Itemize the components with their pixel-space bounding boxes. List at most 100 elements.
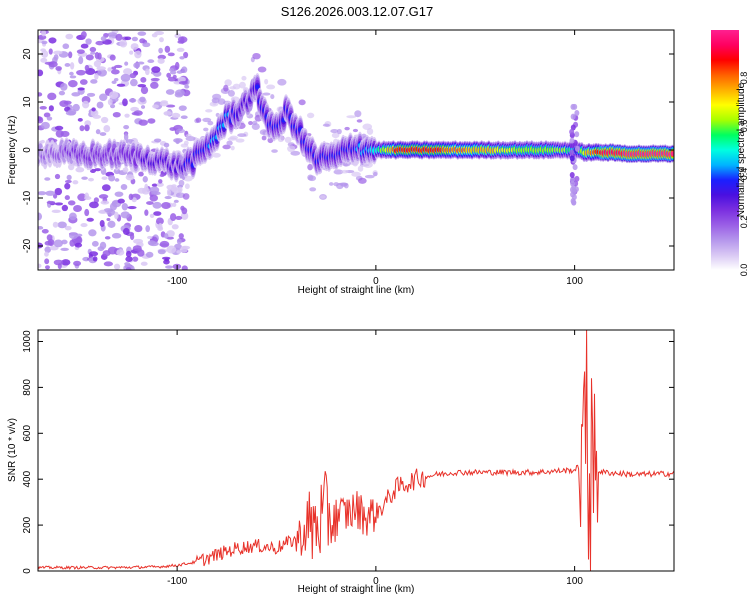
spectrogram-noise-blob bbox=[81, 176, 88, 180]
colorbar-label: Normalized spectral amplitude bbox=[736, 82, 747, 217]
spectrogram-noise-blob bbox=[71, 92, 81, 97]
snr-x-axis: -100 0 100 bbox=[167, 330, 583, 587]
spectrogram-noise-blob bbox=[104, 236, 111, 240]
spectrogram-noise-blob bbox=[62, 43, 70, 50]
spectrogram-x-axis: -100 0 100 bbox=[167, 30, 583, 287]
spectrogram-noise-blob bbox=[128, 98, 137, 103]
spectrogram-noise-blob bbox=[72, 103, 80, 112]
spectrogram-noise-blob bbox=[46, 116, 53, 121]
snr-ytick-label: 400 bbox=[22, 470, 33, 487]
spectrogram-noise-blob bbox=[184, 84, 190, 89]
spectrogram-ytick-label: 20 bbox=[22, 48, 33, 60]
spectrogram-noise-blob bbox=[40, 57, 48, 63]
colorbar-tick-label: 0.8 bbox=[739, 72, 749, 85]
spectrogram-noise-blob bbox=[151, 66, 161, 73]
spectrogram-noise-blob bbox=[333, 169, 344, 175]
spectrogram-noise-blob bbox=[142, 42, 151, 48]
spectrogram-ylabel: Frequency (Hz) bbox=[7, 116, 18, 185]
spectrogram-noise-blob bbox=[178, 105, 187, 111]
spectrogram-noise-blob bbox=[176, 238, 182, 245]
spectrogram-noise-blob bbox=[373, 171, 378, 177]
spectrogram-noise-blob bbox=[120, 73, 131, 82]
spectrogram-noise-blob bbox=[163, 111, 172, 116]
spectrogram-noise-blob bbox=[159, 173, 165, 177]
spectrogram-noise-blob bbox=[157, 58, 165, 64]
spectrogram-noise-blob bbox=[212, 152, 221, 158]
spectrogram-noise-blob bbox=[120, 184, 128, 191]
spectrogram-noise-blob bbox=[101, 184, 111, 192]
spectrogram-noise-blob bbox=[144, 183, 149, 192]
spectrogram-noise-blob bbox=[183, 51, 189, 59]
spectrogram-noise-blob bbox=[287, 145, 296, 153]
spectrogram-noise-blob bbox=[164, 195, 172, 200]
spectrogram-noise-blob bbox=[180, 212, 189, 220]
spectrogram-noise-blob bbox=[38, 226, 44, 230]
spectrogram-noise-blob bbox=[80, 31, 87, 39]
spectrogram-noise-blob bbox=[129, 50, 134, 55]
spectrogram-noise-blob bbox=[277, 78, 287, 86]
spectrogram-noise-blob bbox=[141, 105, 146, 109]
spectrogram-noise-blob bbox=[364, 174, 375, 179]
spectrogram-disturbance-blob bbox=[571, 199, 577, 206]
spectrogram-noise-blob bbox=[112, 200, 119, 205]
spectrogram-noise-blob bbox=[64, 195, 70, 201]
spectrogram-noise-blob bbox=[80, 223, 88, 228]
spectrogram-noise-blob bbox=[107, 32, 118, 37]
spectrogram-noise-blob bbox=[176, 47, 185, 52]
spectrogram-noise-blob bbox=[40, 48, 46, 52]
spectrogram-noise-blob bbox=[65, 110, 76, 116]
spectrogram-noise-blob bbox=[152, 201, 162, 209]
spectrogram-noise-blob bbox=[331, 132, 340, 139]
spectrogram-noise-blob bbox=[131, 36, 138, 42]
spectrogram-noise-blob bbox=[79, 125, 85, 132]
spectrogram-noise-blob bbox=[165, 265, 174, 269]
spectrogram-noise-blob bbox=[165, 89, 175, 95]
spectrogram-noise-blob bbox=[230, 145, 235, 151]
spectrogram-noise-blob bbox=[89, 46, 97, 53]
spectrogram-disturbance-blob bbox=[573, 186, 579, 193]
colorbar-ticks: 0.0 0.2 0.4 0.6 0.8 bbox=[739, 72, 749, 277]
snr-ytick-label: 0 bbox=[22, 568, 33, 574]
spectrogram-noise-blob bbox=[84, 64, 90, 72]
spectrogram-noise-blob bbox=[123, 133, 129, 141]
colorbar-tick-label: 0.6 bbox=[739, 120, 749, 133]
spectrogram-noise-blob bbox=[116, 249, 125, 256]
spectrogram-noise-blob bbox=[100, 116, 109, 124]
spectrogram-noise-blob bbox=[178, 233, 184, 239]
spectrogram-noise-blob bbox=[270, 94, 275, 100]
spectrogram-noise-blob bbox=[147, 240, 156, 246]
colorbar-tick-label: 0.2 bbox=[739, 216, 749, 229]
spectrogram-noise-blob bbox=[112, 111, 121, 118]
spectrogram-noise-blob bbox=[151, 33, 158, 38]
spectrogram-noise-blob bbox=[264, 78, 269, 85]
spectrogram-ridge-blob bbox=[255, 84, 260, 90]
spectrogram-noise-blob bbox=[134, 224, 143, 233]
spectrogram-noise-blob bbox=[131, 111, 140, 116]
spectrogram-noise-blob bbox=[125, 267, 132, 270]
spectrogram-noise-blob bbox=[61, 259, 71, 266]
snr-xtick-label: 0 bbox=[373, 576, 379, 587]
spectrogram-noise-blob bbox=[358, 177, 367, 184]
spectrogram-noise-blob bbox=[173, 138, 183, 143]
spectrogram-noise-blob bbox=[52, 221, 59, 228]
spectrogram-noise-blob bbox=[149, 186, 160, 194]
spectrogram-noise-blob bbox=[166, 236, 174, 240]
spectrogram-noise-blob bbox=[151, 183, 158, 187]
spectrogram-noise-blob bbox=[237, 133, 247, 138]
spectrogram-disturbance-blob bbox=[574, 175, 580, 182]
spectrogram-noise-blob bbox=[183, 140, 189, 146]
spectrogram-noise-blob bbox=[54, 202, 64, 206]
spectrogram-noise-blob bbox=[340, 182, 348, 187]
spectrogram-noise-blob bbox=[54, 125, 64, 131]
spectrogram-noise-blob bbox=[177, 40, 185, 44]
spectrogram-noise-blob bbox=[103, 124, 111, 133]
spectrogram-ytick-label: 10 bbox=[22, 96, 33, 108]
spectrogram-noise-blob bbox=[158, 222, 163, 230]
spectrogram-noise-blob bbox=[103, 261, 113, 267]
spectrogram-noise-blob bbox=[145, 251, 154, 258]
spectrogram-y-axis: -20 -10 0 10 20 bbox=[22, 48, 674, 253]
spectrogram-noise-blob bbox=[107, 220, 116, 228]
spectrogram-noise-blob bbox=[166, 230, 175, 238]
colorbar-gradient bbox=[711, 30, 739, 270]
spectrogram-noise-blob bbox=[38, 116, 44, 124]
